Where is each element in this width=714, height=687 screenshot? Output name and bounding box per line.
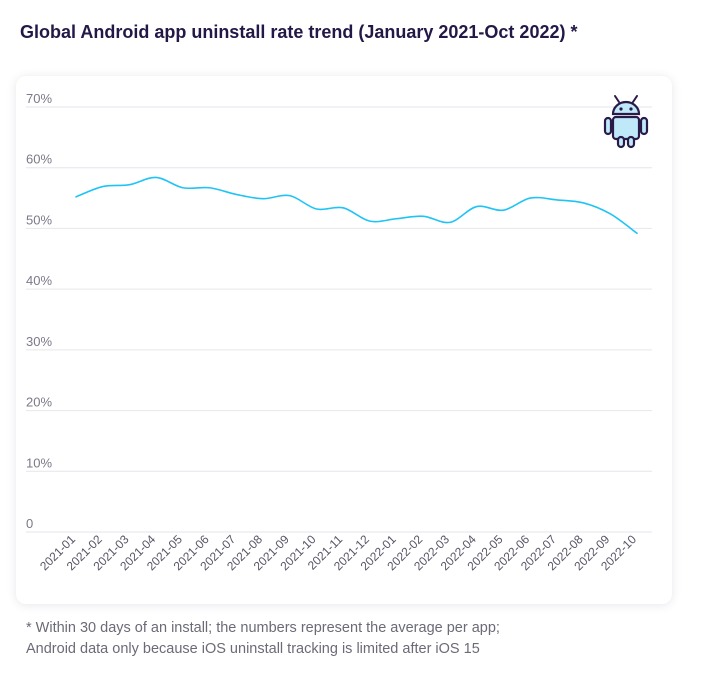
y-tick-label: 30% [26,334,52,349]
data-point [208,186,212,190]
y-axis-ticks: 0 10% 20% 30% 40% 50% 60% 70% [26,91,52,531]
data-point [608,212,612,216]
data-point [341,206,345,210]
footnote-line-1: * Within 30 days of an install; the numb… [26,620,500,636]
data-point [395,217,399,221]
data-point [288,194,292,198]
data-point [101,185,105,189]
data-point [314,207,318,211]
footnote: * Within 30 days of an install; the numb… [26,618,706,660]
y-tick-label: 70% [26,91,52,106]
data-point [528,196,532,200]
data-point [127,183,131,187]
data-point [501,208,505,212]
y-tick-label: 50% [26,212,52,227]
y-tick-label: 20% [26,395,52,410]
page-title: Global Android app uninstall rate trend … [20,22,578,42]
footnote-line-2: Android data only because iOS uninstall … [26,641,480,657]
data-point [234,192,238,196]
y-tick-label: 10% [26,455,52,470]
android-robot-icon [603,95,649,149]
gridlines [26,106,652,533]
x-axis-ticks: 2021-012021-022021-032021-042021-052021-… [37,532,639,573]
data-point [475,205,479,209]
data-point [368,219,372,223]
series-layer [74,175,639,235]
data-point [261,197,265,201]
data-point [74,195,78,199]
y-tick-label: 0 [26,516,33,531]
series-line [75,176,638,235]
y-tick-label: 40% [26,273,52,288]
data-point [154,175,158,179]
chart-card: 0 10% 20% 30% 40% 50% 60% 70% 2021-01 2021-02 202… [16,76,672,604]
data-point [421,214,425,218]
data-point [555,198,559,202]
data-point [448,220,452,224]
data-point [181,186,185,190]
y-tick-label: 60% [26,152,52,167]
data-point [635,231,639,235]
line-chart: 0 10% 20% 30% 40% 50% 60% 70% 2021-012021-02202… [26,91,652,573]
data-point [582,201,586,205]
